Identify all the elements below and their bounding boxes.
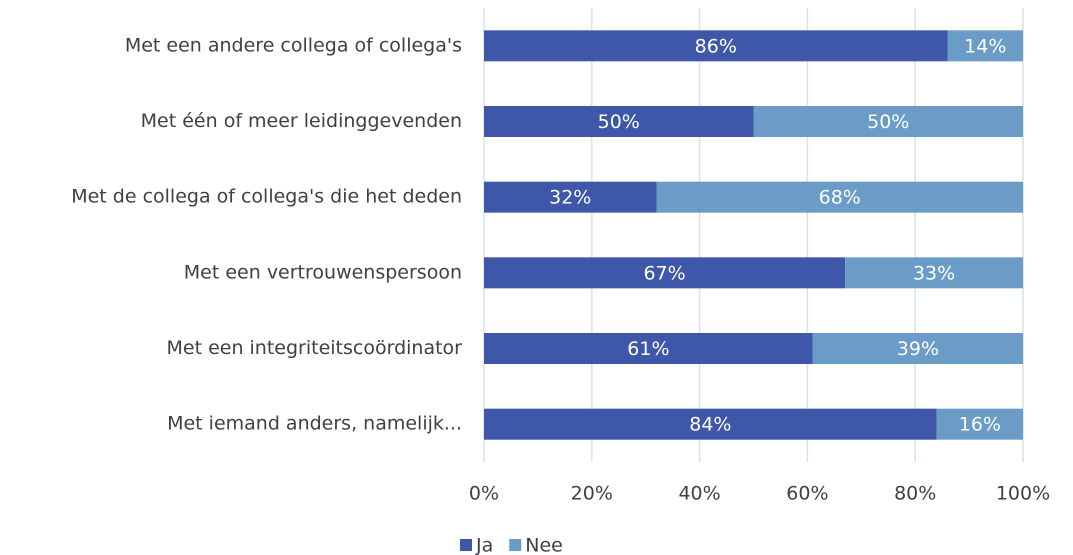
x-tick-label: 80% — [894, 483, 936, 505]
data-label: 68% — [819, 187, 861, 209]
bar-segment — [753, 106, 1023, 137]
y-tick-label: Met iemand anders, namelijk... — [167, 413, 462, 435]
x-tick-label: 20% — [571, 483, 613, 505]
legend-swatch — [509, 539, 522, 551]
data-label: 32% — [549, 187, 591, 209]
data-label: 50% — [867, 111, 909, 133]
data-label: 14% — [964, 35, 1006, 57]
legend-label: Ja — [475, 535, 493, 555]
data-label: 86% — [695, 35, 737, 57]
bar-segment — [484, 333, 813, 364]
x-tick-label: 40% — [678, 483, 720, 505]
data-label: 16% — [959, 414, 1001, 436]
bar-segment — [484, 408, 937, 440]
legend-swatch — [460, 539, 472, 551]
y-tick-label: Met de collega of collega's die het dede… — [71, 186, 462, 208]
data-label: 84% — [689, 414, 731, 436]
bar-segment — [947, 30, 1023, 62]
data-label: 33% — [913, 262, 955, 284]
bar-segment — [484, 30, 948, 62]
x-tick-label: 100% — [996, 483, 1050, 505]
legend-label: Nee — [525, 535, 563, 555]
y-tick-label: Met één of meer leidinggevenden — [141, 110, 462, 132]
bar-segment — [936, 408, 1023, 440]
bar-segment — [845, 257, 1023, 289]
x-tick-label: 0% — [469, 483, 499, 505]
x-tick-label: 60% — [786, 483, 828, 505]
y-tick-label: Met een vertrouwenspersoon — [184, 261, 462, 283]
bar-segment — [484, 257, 846, 289]
y-tick-label: Met een andere collega of collega's — [125, 34, 462, 56]
bar-segment — [484, 106, 754, 137]
data-label: 39% — [897, 338, 939, 360]
data-label: 50% — [598, 111, 640, 133]
data-label: 67% — [643, 262, 685, 284]
bar-segment — [484, 181, 657, 213]
data-label: 61% — [627, 338, 669, 360]
bar-segment — [812, 333, 1023, 364]
bar-segment — [656, 181, 1023, 213]
y-tick-label: Met een integriteitscoördinator — [167, 337, 463, 359]
